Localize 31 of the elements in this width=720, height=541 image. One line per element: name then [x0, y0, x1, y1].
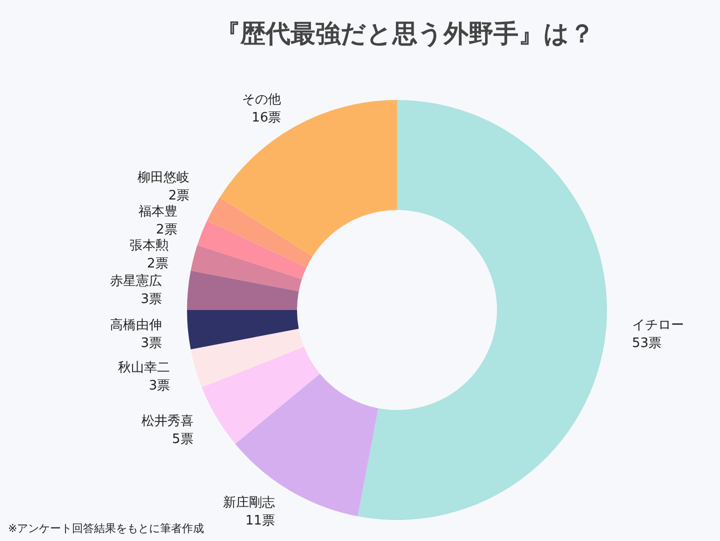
slice-label: 松井秀喜	[141, 414, 194, 430]
slice-label: 赤星憲広	[110, 273, 162, 290]
slice-label: イチロー	[632, 318, 684, 333]
donut-slice	[358, 100, 607, 520]
slice-label: 張本勲	[129, 238, 168, 254]
slice-label: 柳田悠岐	[138, 170, 190, 186]
donut-slice	[197, 220, 307, 280]
text: ※アンケート回答結果をもとに筆者作成	[8, 522, 204, 535]
data-label: 3票	[148, 378, 170, 394]
slice-label: 秋山幸二	[118, 360, 170, 376]
donut-slice	[206, 197, 313, 268]
data-label: 2票	[168, 188, 190, 204]
data-label: 16票	[252, 110, 282, 126]
data-label: 2票	[156, 222, 178, 238]
slice-label: その他	[242, 92, 282, 108]
data-label: 3票	[140, 292, 162, 308]
donut-slice	[235, 374, 378, 516]
data-label: 11票	[245, 514, 275, 529]
data-label: 2票	[147, 256, 168, 272]
donut-slice	[202, 346, 320, 444]
donut-slice	[190, 245, 302, 292]
slice-label: 新庄剛志	[222, 496, 275, 511]
slice-label: 高橋由伸	[110, 316, 162, 333]
data-label: 53票	[632, 336, 662, 351]
data-label: 5票	[172, 432, 194, 448]
donut-slice	[190, 328, 304, 388]
chart-title: 『歴代最強だと思う外野手』は？	[216, 19, 594, 48]
donut-slice	[187, 310, 299, 350]
data-label: 3票	[140, 336, 162, 351]
slice-label: 福本豊	[138, 204, 178, 220]
donut-slice	[187, 270, 299, 310]
